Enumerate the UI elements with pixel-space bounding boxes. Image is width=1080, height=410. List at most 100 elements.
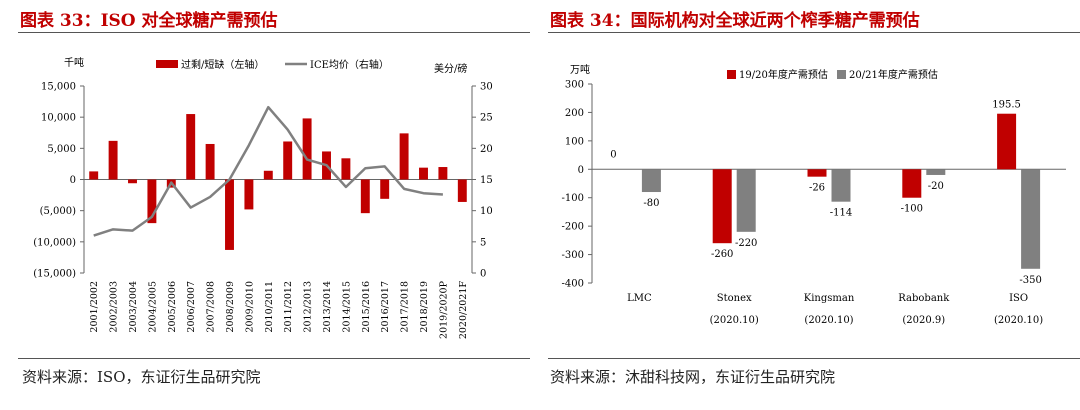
y-right-tick-label: 15	[480, 175, 493, 186]
y-tick-label: 0	[578, 165, 584, 176]
y-left-tick-label: (5,000)	[40, 206, 77, 217]
x-tick-label: ISO	[1009, 293, 1028, 304]
bar-surplus-deficit	[225, 179, 234, 250]
bar-surplus-deficit	[360, 179, 370, 214]
legend-swatch-1920	[727, 70, 736, 79]
agency-forecast-chart: 万吨3002001000-100-200-300-4000-80LMC-260-…	[562, 63, 1066, 326]
bar-1920	[712, 169, 732, 244]
source-divider	[548, 358, 1080, 359]
chart-panel-agencies: 图表 34：国际机构对全球近两个榨季糖产需预估 万吨 300 200 100 0 -100…	[548, 0, 1080, 410]
data-label: -26	[809, 183, 825, 194]
bar-surplus-deficit	[438, 167, 448, 180]
x-tick-label: 2011/2012	[283, 281, 294, 333]
data-label: 195.5	[992, 100, 1021, 111]
data-label: -80	[643, 198, 659, 209]
data-label: -350	[1019, 275, 1041, 286]
x-tick-label: 2003/2004	[128, 281, 139, 333]
y-tick-label: -300	[562, 250, 584, 261]
x-tick-label: 2017/2018	[400, 281, 411, 333]
x-tick-label: Kingsman	[804, 293, 855, 304]
y-right-tick-label: 10	[480, 206, 493, 217]
legend-swatch-2021	[837, 70, 846, 79]
legend-label: 过剩/短缺（左轴）	[181, 58, 264, 71]
legend-label: 19/20年度产需预估	[739, 68, 828, 81]
bar-surplus-deficit	[108, 140, 118, 180]
chart-title: 图表 33：ISO 对全球糖产需预估	[20, 11, 278, 31]
x-tick-label: 2020/2021F	[458, 281, 469, 340]
chart-title: 图表 34：国际机构对全球近两个榨季糖产需预估	[550, 11, 920, 31]
bar-surplus-deficit	[89, 171, 99, 180]
x-tick-label: 2001/2002	[89, 281, 100, 333]
y-tick-label: -100	[562, 193, 584, 204]
x-tick-label: Stonex	[717, 293, 752, 304]
bar-surplus-deficit	[205, 143, 215, 180]
bar-surplus-deficit	[263, 170, 273, 180]
data-label: -100	[901, 204, 923, 215]
y-tick-label: -400	[562, 279, 584, 290]
x-tick-label: 2013/2014	[322, 281, 333, 333]
data-label: 0	[610, 149, 616, 160]
x-tick-label: 2015/2016	[361, 281, 372, 333]
x-tick-sublabel: (2020.10)	[710, 315, 759, 326]
bar-surplus-deficit	[302, 118, 312, 180]
bar-2021	[736, 169, 756, 232]
source-divider	[18, 358, 530, 359]
x-tick-label: 2010/2011	[264, 281, 275, 333]
y-right-tick-label: 25	[480, 113, 493, 124]
x-tick-label: Rabobank	[898, 293, 950, 304]
bar-1920	[997, 113, 1017, 170]
bar-1920	[807, 169, 827, 177]
y-tick-label: 200	[565, 108, 584, 119]
y-left-tick-label: 0	[70, 175, 76, 186]
x-tick-label: 2002/2003	[109, 281, 120, 333]
y-right-tick-label: 30	[480, 82, 493, 93]
x-tick-label: 2008/2009	[225, 281, 236, 333]
title-divider	[18, 32, 530, 33]
title-divider	[548, 32, 1080, 33]
bar-surplus-deficit	[244, 179, 254, 210]
x-tick-label: 2009/2010	[244, 281, 255, 333]
x-tick-sublabel: (2020.9)	[902, 315, 945, 326]
bar-surplus-deficit	[380, 179, 390, 199]
bar-surplus-deficit	[186, 114, 196, 180]
iso-supply-demand-chart: 千吨 美分/磅 15,000 10,000 5,000 0 (5,000) (10,000) (…	[33, 56, 493, 340]
y-left-unit: 千吨	[64, 56, 84, 69]
data-label: -260	[711, 249, 733, 260]
y-left-tick-label: 15,000	[41, 82, 76, 93]
bar-surplus-deficit	[457, 179, 467, 202]
bar-2021	[1021, 169, 1041, 269]
y-tick-label: -200	[562, 222, 584, 233]
x-tick-sublabel: (2020.10)	[994, 315, 1043, 326]
y-tick-label: 100	[565, 136, 584, 147]
bar-surplus-deficit	[341, 158, 351, 180]
bar-surplus-deficit	[147, 179, 157, 224]
y-left-tick-label: (15,000)	[33, 269, 76, 280]
x-tick-label: 2005/2006	[167, 281, 178, 333]
data-label: -220	[735, 238, 757, 249]
bar-1920	[902, 169, 922, 198]
x-tick-label: 2007/2008	[206, 281, 217, 333]
y-right-tick-label: 20	[480, 144, 493, 155]
legend-label: 20/21年度产需预估	[849, 68, 938, 81]
y-left-tick-label: 10,000	[41, 113, 76, 124]
data-label: -114	[830, 208, 852, 219]
y-left-tick-label: (10,000)	[33, 237, 76, 248]
y-left-tick-label: 5,000	[47, 144, 76, 155]
x-tick-label: 2012/2013	[303, 281, 314, 333]
bar-surplus-deficit	[419, 167, 428, 180]
y-right-unit: 美分/磅	[434, 62, 467, 75]
bar-2021	[831, 169, 851, 202]
bar-surplus-deficit	[399, 133, 409, 180]
x-tick-label: 2019/2020P	[438, 280, 449, 339]
bar-2021	[926, 169, 946, 175]
bar-2021	[641, 169, 661, 193]
x-tick-label: 2016/2017	[380, 281, 391, 333]
y-right-tick-label: 5	[480, 237, 486, 248]
y-unit: 万吨	[570, 63, 590, 76]
source-note: 资料来源：ISO，东证衍生品研究院	[22, 368, 261, 386]
legend-swatch-bar	[156, 60, 178, 68]
ice-price-line	[93, 105, 443, 237]
chart-panel-iso: 图表 33：ISO 对全球糖产需预估 千吨 美分/磅 15,000 10,000 5,0…	[0, 0, 530, 410]
x-tick-label: LMC	[627, 293, 652, 304]
x-tick-label: 2004/2005	[147, 281, 158, 333]
